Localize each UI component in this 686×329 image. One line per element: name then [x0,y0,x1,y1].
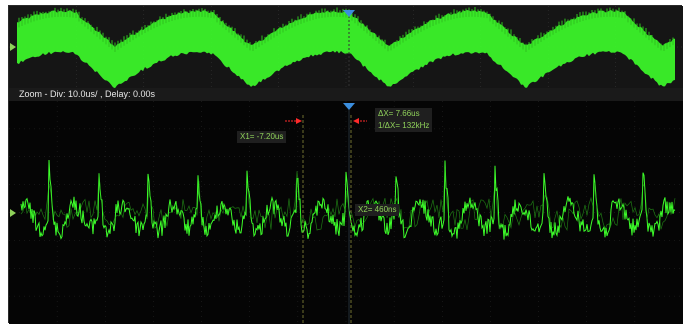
trigger-position-icon [343,10,355,17]
zoom-waveform-area: ΔX= 7.66us 1/ΔX= 132kHz X1= -7.20us X2= … [9,101,683,324]
delta-x-label: ΔX= 7.66us [378,109,420,118]
arrow-right-icon [296,118,302,124]
zoom-signal-persistence [20,168,676,232]
overview-waveform-area [9,6,683,89]
zoom-info-text: Zoom - Div: 10.0us/ , Delay: 0.00s [19,89,156,99]
trigger-position-icon [343,103,355,110]
delta-x-readout: ΔX= 7.66us 1/ΔX= 132kHz [375,108,433,132]
arrow-left-icon [353,118,359,124]
channel-marker-icon [10,43,16,51]
overview-waveform [9,6,683,88]
x1-cursor-label: X1= -7.20us [237,131,287,143]
zoom-waveform [9,101,683,324]
overview-signal-band [17,10,675,88]
x2-cursor-label: X2= 460ns [355,204,400,216]
inv-delta-x-label: 1/ΔX= 132kHz [378,121,430,130]
channel-marker-icon [10,209,16,217]
zoom-info-bar: Zoom - Div: 10.0us/ , Delay: 0.00s [9,88,683,101]
oscilloscope-display: Zoom - Div: 10.0us/ , Delay: 0.00s ΔX= 7… [8,5,683,324]
zoom-signal-trace [20,159,676,240]
